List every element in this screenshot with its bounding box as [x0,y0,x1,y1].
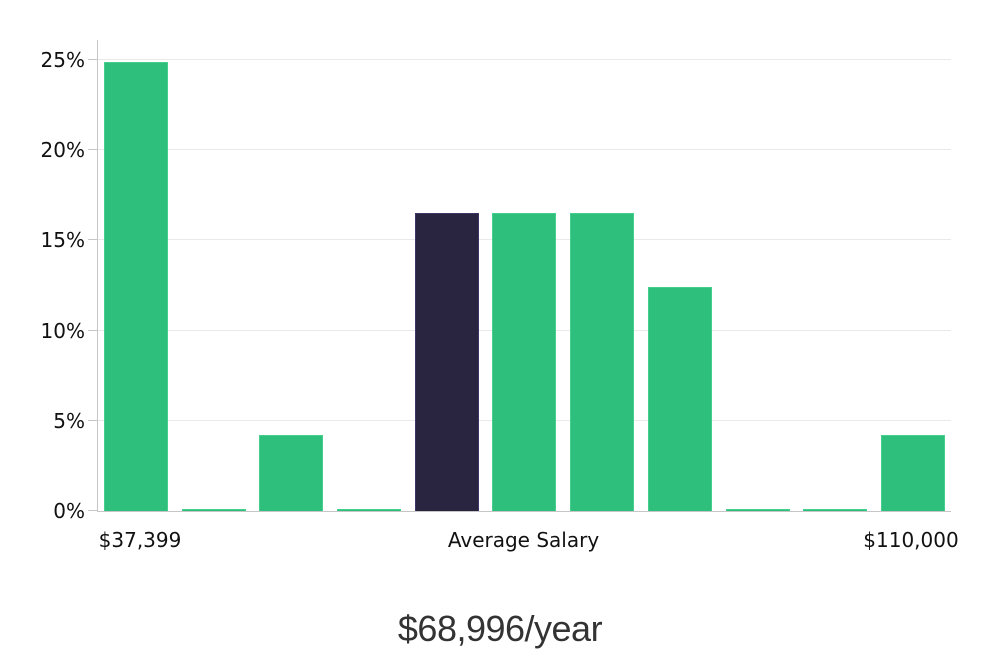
gridline-25% [98,58,951,60]
y-axis-label-25%: 25% [40,47,85,72]
y-tick-15% [88,239,97,241]
y-tick-20% [88,149,97,151]
y-tick-25% [88,58,97,60]
plot-area: 0% 5% 10% 15% 20% 25% [41,40,951,522]
x-axis-label-min-salary: $37,399 [98,528,182,552]
histogram-bar [803,509,868,511]
histogram-bar [337,509,402,511]
histogram-bar [104,61,168,511]
x-axis-label-max-salary: $110,000 [863,528,959,552]
y-tick-0% [88,510,97,511]
histogram-bar [259,435,324,511]
y-axis-label-10%: 10% [40,318,85,343]
y-axis-label-5%: 5% [53,408,85,433]
histogram-bar [880,435,945,511]
y-axis-label-20%: 20% [40,138,85,163]
histogram-bars [98,61,951,511]
y-axis-label-15%: 15% [40,228,85,253]
gridline-20% [98,149,951,151]
histogram-bar-average-salary [414,213,479,511]
y-tick-10% [88,329,97,331]
histogram-bar [647,287,712,511]
histogram-bar [570,213,635,511]
histogram-bar [492,213,557,511]
x-axis-label-average-salary: Average Salary [447,528,600,552]
x-axis: $37,399 Average Salary $110,000 [97,527,959,553]
y-tick-5% [88,419,97,421]
y-axis-label-0%: 0% [53,499,85,523]
histogram-bar [181,509,246,511]
average-salary-title: $68,996/year [397,608,603,649]
histogram-bar [725,509,790,511]
